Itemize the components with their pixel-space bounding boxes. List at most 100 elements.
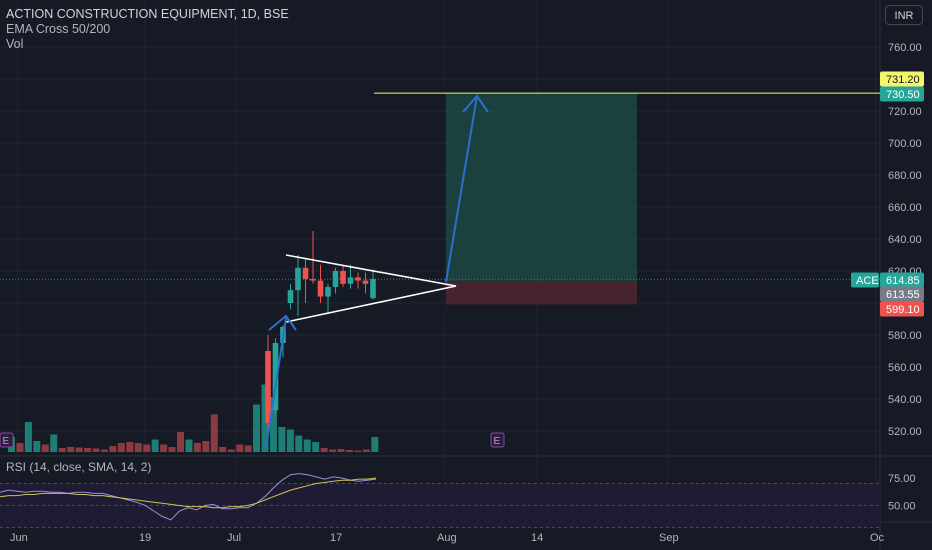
arrowhead-2: [462, 94, 489, 113]
volume-bar: [303, 439, 311, 452]
volume-bar: [193, 443, 201, 452]
symbol-tag-label: ACE: [856, 275, 879, 287]
candle-body: [310, 279, 316, 281]
volume-bar: [185, 439, 193, 452]
volume-bar: [92, 448, 100, 452]
volume-bar: [278, 427, 286, 452]
event-marker-label: E: [3, 436, 10, 447]
event-marker-label: E: [494, 436, 501, 447]
price-tag-entry-label: 613.55: [886, 289, 920, 301]
time-axis-label: Jul: [227, 532, 241, 544]
triangle-pattern[interactable]: [285, 254, 457, 323]
volume-bar: [24, 422, 32, 452]
rsi-ma-line: [0, 477, 377, 509]
candles: [265, 231, 376, 435]
event-marker[interactable]: [490, 432, 505, 448]
price-tags: 731.20 730.50 614.85 ACE 613.55 599.10: [851, 71, 924, 317]
price-tag-stop[interactable]: [880, 301, 924, 317]
price-axis: 760.00740.00720.00700.00680.00660.00640.…: [888, 42, 922, 513]
volume-bar: [354, 450, 362, 452]
target-zone[interactable]: [446, 93, 637, 282]
price-axis-label: 660.00: [888, 202, 922, 214]
price-tag-last[interactable]: [880, 272, 924, 288]
volume-bar: [151, 439, 159, 452]
volume-bar: [143, 444, 151, 452]
time-axis-label: 17: [330, 532, 342, 544]
volume-bar: [134, 443, 142, 452]
volume-bars: [8, 384, 379, 452]
price-tag-target-label: 730.50: [886, 89, 920, 101]
volume-bar: [236, 444, 244, 452]
candle-body: [325, 287, 331, 297]
time-axis-label: 19: [139, 532, 151, 544]
price-axis-label: 540.00: [888, 394, 922, 406]
volume-bar: [117, 443, 125, 452]
volume-bar: [244, 445, 252, 452]
volume-bar: [337, 449, 345, 452]
volume-bar: [253, 404, 261, 452]
candle-body: [332, 271, 339, 287]
price-tag-last-label: 614.85: [886, 275, 920, 287]
volume-bar: [227, 449, 235, 452]
rsi-indicator-label[interactable]: RSI (14, close, SMA, 14, 2): [6, 460, 152, 474]
price-axis-label: 560.00: [888, 362, 922, 374]
breakout-arrow-1[interactable]: [265, 317, 287, 449]
volume-bar: [371, 437, 379, 452]
volume-bar: [84, 448, 92, 452]
rsi-pane: [0, 473, 880, 528]
volume-bar: [67, 447, 75, 452]
candle-body: [295, 267, 301, 291]
volume-bar: [16, 443, 24, 452]
volume-bar: [50, 434, 58, 452]
price-tag-target-line-label: 731.20: [886, 74, 920, 86]
chart-title: ACTION CONSTRUCTION EQUIPMENT, 1D, BSE: [6, 7, 289, 21]
price-axis-label: 680.00: [888, 170, 922, 182]
time-axis: Jun 19 Jul 17 Aug 14 Sep Oc: [10, 532, 885, 544]
candle-body: [370, 279, 376, 299]
breakout-arrow-2[interactable]: [445, 95, 478, 283]
price-tag-stop-label: 599.10: [886, 304, 920, 316]
volume-bar: [346, 450, 353, 452]
volume-bar: [312, 442, 320, 452]
rsi-axis-label: 75.00: [888, 473, 916, 485]
price-axis-label: 580.00: [888, 330, 922, 342]
candle-body: [340, 271, 346, 284]
candle-body: [272, 343, 279, 411]
price-tag-entry[interactable]: [880, 286, 924, 302]
currency-button[interactable]: INR: [885, 5, 923, 25]
time-axis-label: Aug: [437, 532, 457, 544]
stop-zone[interactable]: [446, 281, 637, 305]
symbol-tag[interactable]: [851, 272, 879, 288]
volume-bar: [109, 446, 117, 452]
candle-body: [362, 280, 369, 284]
volume-bar: [362, 449, 370, 452]
volume-bar: [168, 447, 176, 452]
price-axis-label: 520.00: [888, 426, 922, 438]
price-axis-label: 700.00: [888, 138, 922, 150]
time-axis-label: Sep: [659, 532, 679, 544]
indicator-volume-label[interactable]: Vol: [6, 37, 24, 51]
indicator-ema-label[interactable]: EMA Cross 50/200: [6, 22, 111, 36]
price-tag-target-line[interactable]: [880, 71, 924, 87]
price-axis-label: 720.00: [888, 106, 922, 118]
price-tag-target[interactable]: [880, 86, 924, 102]
volume-bar: [219, 447, 227, 452]
volume-bar: [160, 444, 168, 452]
volume-bar: [177, 432, 184, 452]
volume-bar: [320, 448, 328, 452]
event-marker[interactable]: [0, 432, 14, 448]
volume-bar: [126, 442, 134, 452]
volume-bar: [75, 447, 83, 452]
time-axis-label: Oc: [870, 532, 885, 544]
volume-bar: [286, 429, 294, 452]
volume-bar: [100, 449, 108, 452]
candle-body: [347, 277, 354, 284]
price-axis-label: 760.00: [888, 42, 922, 54]
time-axis-label: Jun: [10, 532, 28, 544]
candle-body: [265, 351, 271, 423]
rsi-axis-label: 50.00: [888, 501, 916, 513]
candle-body: [317, 280, 324, 297]
